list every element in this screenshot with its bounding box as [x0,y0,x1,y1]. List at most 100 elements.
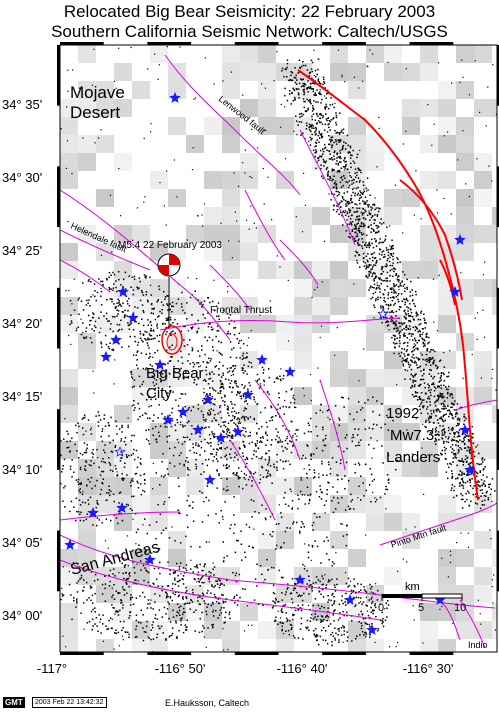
quake-dot [327,601,329,603]
quake-dot [279,378,282,381]
quake-dot [398,279,400,281]
quake-dot [327,178,329,180]
quake-dot [357,229,359,232]
quake-dot [462,464,464,466]
quake-dot [232,365,234,367]
quake-dot [129,323,132,325]
quake-dot [213,279,215,281]
quake-dot [346,614,348,617]
relief-cell [420,369,438,387]
quake-dot [160,475,163,477]
quake-dot [125,503,128,506]
quake-dot [99,493,102,496]
quake-dot [308,424,310,427]
quake-dot [215,610,217,612]
quake-dot [112,289,114,292]
quake-dot [114,444,117,447]
quake-dot [338,171,341,173]
quake-dot [351,229,354,231]
relief-cell [438,567,456,585]
quake-dot [304,503,306,505]
quake-dot [234,365,237,367]
quake-dot [248,545,250,547]
quake-dot [142,614,144,616]
quake-dot [406,306,408,308]
quake-dot [365,591,368,593]
quake-dot [85,581,88,584]
quake-dot [188,353,190,355]
quake-dot [232,365,235,367]
quake-dot [235,382,237,385]
quake-dot [418,339,420,342]
quake-dot [77,299,79,301]
quake-dot [193,611,195,613]
quake-dot [370,473,373,476]
quake-dot [260,458,262,460]
quake-dot [444,457,447,460]
quake-dot [395,315,397,317]
quake-dot [279,407,281,409]
quake-dot [214,390,217,392]
quake-dot [366,234,368,237]
quake-dot [116,315,118,317]
quake-dot [420,310,423,312]
quake-dot [325,168,328,170]
quake-dot [238,332,241,335]
quake-dot [338,417,340,419]
quake-dot [97,630,99,632]
quake-dot [317,134,319,137]
quake-dot [122,479,124,481]
quake-dot [393,304,395,306]
quake-dot [453,403,455,405]
quake-dot [322,115,324,117]
relief-cell [312,441,330,459]
quake-dot [368,484,371,486]
quake-dot [382,307,385,310]
quake-dot [117,592,119,595]
quake-dot [238,340,241,342]
quake-dot [359,266,361,268]
quake-dot [117,271,120,273]
quake-dot [277,610,279,612]
relief-cell [456,549,474,567]
quake-dot [165,333,167,336]
quake-dot [168,636,171,638]
quake-dot [91,84,93,86]
quake-dot [211,453,214,455]
quake-dot [217,412,219,415]
quake-dot [285,390,288,393]
quake-dot [328,119,331,122]
quake-dot [282,377,284,380]
quake-dot [190,409,192,412]
quake-dot [358,227,360,230]
quake-dot [214,585,216,587]
quake-dot [401,280,403,282]
quake-dot [424,321,426,324]
quake-dot [109,328,112,330]
quake-dot [469,485,472,487]
quake-dot [176,421,179,424]
quake-dot [371,623,373,625]
quake-dot [136,480,138,483]
quake-dot [331,139,333,141]
quake-dot [147,301,149,303]
quake-dot [243,357,245,359]
quake-dot [165,591,167,594]
quake-dot [136,563,138,565]
quake-dot [340,167,343,169]
quake-dot [320,593,322,595]
quake-dot [113,273,116,276]
quake-dot [369,271,371,273]
quake-dot [145,631,147,633]
quake-dot [412,299,414,301]
quake-dot [414,380,417,382]
quake-dot [378,253,381,255]
quake-dot [333,155,335,157]
quake-dot [347,636,349,638]
quake-dot [331,146,333,149]
quake-dot [477,484,480,487]
quake-dot [310,102,312,105]
quake-dot [312,82,314,84]
quake-dot [391,319,394,322]
quake-dot [335,124,338,126]
